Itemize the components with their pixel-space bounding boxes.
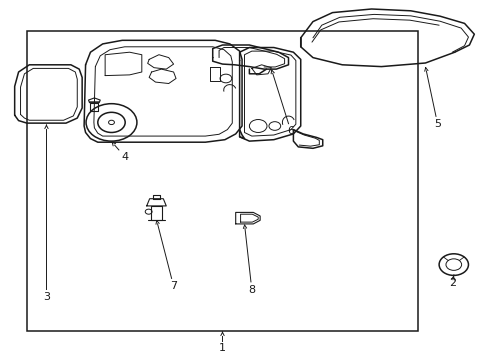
Bar [27,31,417,331]
Text: 4: 4 [121,152,128,162]
Text: 7: 7 [170,281,177,291]
Text: 6: 6 [287,126,294,136]
Text: 5: 5 [433,119,440,129]
Text: 3: 3 [43,292,50,302]
Text: 8: 8 [248,285,255,295]
Text: 1: 1 [219,343,225,354]
Text: 2: 2 [448,278,455,288]
